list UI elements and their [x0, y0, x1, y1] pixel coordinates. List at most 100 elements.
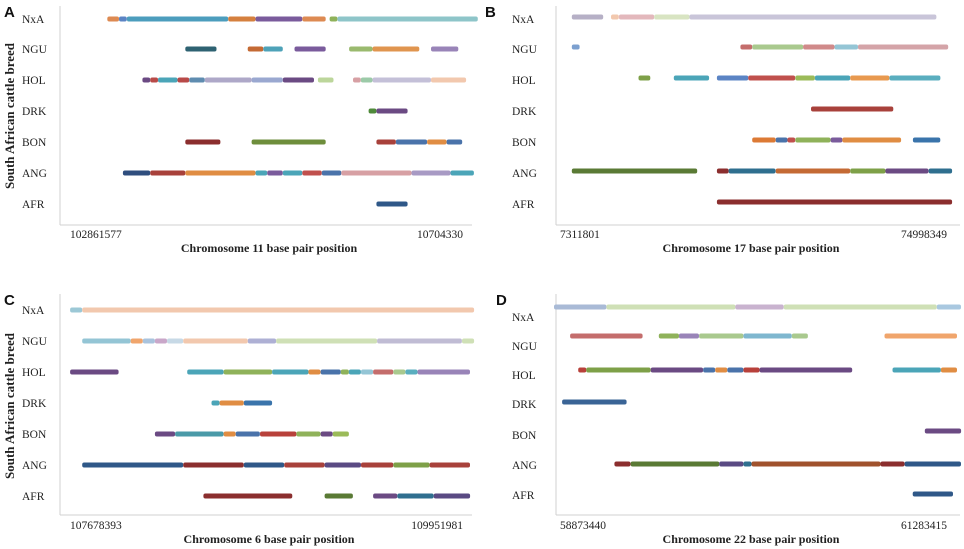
- segment-bon-6: [320, 431, 333, 437]
- segment-ngu-3: [803, 44, 835, 50]
- breed-label-nxa: NxA: [512, 312, 535, 324]
- segment-bon-1: [175, 431, 224, 437]
- breed-labels: NxA NGU HOL DRK BON ANG AFR: [512, 312, 538, 502]
- segment-drk-1: [376, 108, 408, 114]
- segment-ngu-6: [247, 338, 277, 344]
- x-end-tick-label: 61283415: [901, 520, 947, 532]
- segment-ang-2: [719, 461, 744, 467]
- breed-label-ngu: NGU: [512, 44, 538, 56]
- segment-ang-6: [302, 170, 322, 176]
- segment-bon-5: [842, 137, 902, 143]
- panel-d: D NxA NGU HOL DRK BON ANG AFR 58873440 6…: [496, 292, 962, 546]
- segment-ang-0: [614, 461, 631, 467]
- segment-ngu-4: [167, 338, 184, 344]
- segment-nxa-2: [126, 16, 229, 22]
- segment-ngu-6: [431, 46, 459, 52]
- segment-hol-3: [177, 77, 190, 83]
- segment-ang-3: [743, 461, 752, 467]
- x-axis-title: Chromosome 11 base pair position: [181, 241, 358, 255]
- segment-afr-2: [373, 493, 398, 499]
- segment-ang-8: [341, 170, 412, 176]
- segment-ngu-6: [884, 333, 957, 339]
- segment-hol-10: [360, 77, 373, 83]
- segment-ngu-4: [743, 333, 792, 339]
- breed-label-ngu: NGU: [22, 336, 48, 348]
- segment-hol-1: [150, 77, 158, 83]
- segment-ang-5: [880, 461, 905, 467]
- segment-ang-4: [324, 462, 361, 468]
- x-start-tick-label: 107678393: [70, 520, 122, 532]
- segment-ngu-2: [678, 333, 699, 339]
- segment-ngu-2: [142, 338, 155, 344]
- segment-bon-2: [223, 431, 236, 437]
- segment-bon-0: [154, 431, 176, 437]
- segment-hol-1: [673, 75, 710, 81]
- segment-ang-2: [185, 170, 256, 176]
- segment-hol-5: [320, 369, 341, 375]
- segment-ngu-3: [154, 338, 167, 344]
- segment-nxa-4: [689, 14, 937, 20]
- segment-hol-1: [586, 367, 651, 373]
- segment-ang-0: [122, 170, 151, 176]
- breed-labels: NxA NGU HOL DRK BON ANG AFR: [22, 14, 48, 211]
- segment-afr-0: [716, 199, 953, 205]
- panel-letter-a: A: [4, 4, 15, 21]
- breed-label-bon: BON: [512, 430, 537, 442]
- segment-hol-9: [373, 369, 394, 375]
- segment-nxa-3: [654, 14, 690, 20]
- segment-nxa-3: [783, 304, 937, 310]
- panel-letter-c: C: [4, 292, 15, 309]
- segment-nxa-0: [554, 304, 607, 310]
- segment-ang-3: [284, 462, 325, 468]
- segment-ngu-0: [82, 338, 131, 344]
- segment-ang-6: [928, 168, 953, 174]
- segment-nxa-4: [936, 304, 961, 310]
- segment-drk-0: [368, 108, 377, 114]
- segment-hol-5: [727, 367, 744, 373]
- segment-nxa-2: [735, 304, 784, 310]
- segment-ang-0: [571, 168, 698, 174]
- segment-afr-3: [397, 493, 434, 499]
- segment-nxa-6: [329, 16, 338, 22]
- segment-hol-7: [282, 77, 314, 83]
- segment-ang-5: [361, 462, 394, 468]
- breed-label-bon: BON: [22, 429, 47, 441]
- breed-label-hol: HOL: [512, 75, 536, 87]
- segment-ang-2: [728, 168, 776, 174]
- segment-ang-1: [150, 170, 186, 176]
- panel-a: A South African cattle breed NxA NGU HOL…: [2, 4, 478, 255]
- breed-label-hol: HOL: [512, 370, 536, 382]
- segment-ngu-7: [276, 338, 378, 344]
- breed-label-ang: ANG: [512, 168, 537, 180]
- segment-hol-4: [189, 77, 205, 83]
- segment-hol-6: [743, 367, 760, 373]
- segment-ang-6: [904, 461, 961, 467]
- segment-hol-7: [759, 367, 853, 373]
- segment-hol-10: [393, 369, 406, 375]
- segment-hol-2: [158, 77, 178, 83]
- breed-label-ang: ANG: [22, 460, 47, 472]
- segment-ngu-0: [571, 44, 580, 50]
- segment-nxa-1: [82, 307, 475, 313]
- segment-nxa-1: [606, 304, 736, 310]
- segment-bon-2: [787, 137, 796, 143]
- breed-label-nxa: NxA: [22, 305, 45, 317]
- breed-label-drk: DRK: [512, 399, 537, 411]
- segment-bon-6: [912, 137, 941, 143]
- breed-label-ngu: NGU: [512, 341, 538, 353]
- segment-hol-8: [892, 367, 941, 373]
- segment-nxa-5: [302, 16, 326, 22]
- segment-drk-0: [811, 106, 894, 112]
- segment-ngu-8: [377, 338, 462, 344]
- segment-ang-1: [630, 461, 720, 467]
- x-end-tick-label: 109951981: [411, 520, 463, 532]
- segment-ang-1: [183, 462, 244, 468]
- x-axis-title: Chromosome 6 base pair position: [184, 532, 355, 546]
- segment-drk-0: [562, 399, 627, 405]
- breed-label-afr: AFR: [512, 199, 535, 211]
- segment-bon-4: [427, 139, 447, 145]
- breed-label-drk: DRK: [22, 106, 47, 118]
- panel-b: B NxA NGU HOL DRK BON ANG AFR 7311801 74…: [485, 4, 960, 255]
- segment-hol-5: [814, 75, 851, 81]
